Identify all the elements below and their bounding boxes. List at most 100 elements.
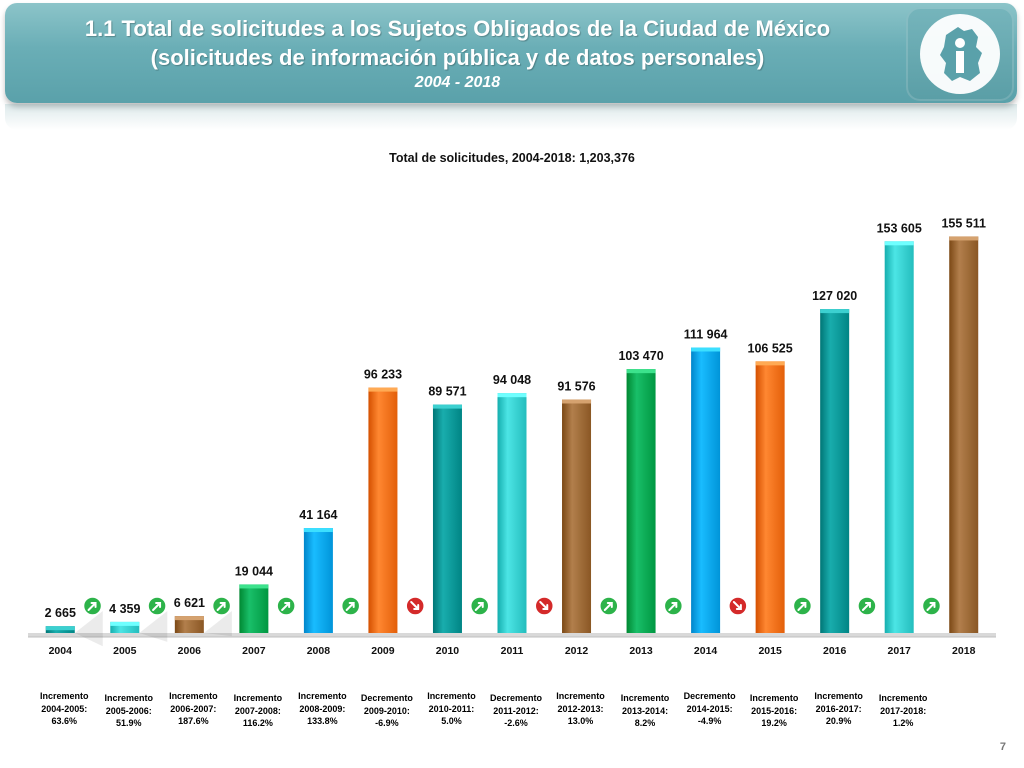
increment-note: Incremento 2004-2005: 63.6%: [29, 690, 99, 728]
increment-note-line1: Incremento: [427, 691, 476, 701]
increment-note-line1: Incremento: [620, 693, 670, 703]
x-tick-2004: 2004: [49, 645, 73, 657]
bar-top-2018: [949, 236, 979, 241]
value-label-2015: 106 525: [748, 341, 793, 355]
increment-note-line3: 8.2%: [634, 718, 656, 728]
trend-down-icon: [728, 596, 748, 616]
bar-top-2004: [45, 626, 75, 631]
increment-note-line2: 2009-2010:: [363, 705, 410, 716]
increment-note: Incremento 2013-2014: 8.2%: [610, 692, 680, 730]
trend-up-icon: [82, 596, 103, 616]
bar-2016: [820, 309, 850, 633]
increment-note-line1: Incremento: [556, 691, 605, 701]
increment-note-line1: Incremento: [814, 691, 863, 701]
increment-note: Incremento 2012-2013: 13.0%: [546, 690, 616, 728]
trend-up-icon: [663, 596, 684, 616]
trend-up-icon: [792, 596, 813, 616]
value-label-2014: 111 964: [684, 327, 728, 341]
title-years: 2004 - 2018: [414, 74, 501, 91]
increment-note-line1: Incremento: [104, 693, 154, 703]
x-tick-2014: 2014: [694, 645, 718, 657]
trend-down-icon: [534, 596, 555, 616]
value-label-2010: 89 571: [428, 385, 466, 399]
chart-title: Total de solicitudes, 2004-2018: 1,203,3…: [389, 151, 635, 165]
x-tick-2007: 2007: [242, 645, 266, 657]
increment-note-line3: 20.9%: [825, 716, 852, 726]
value-label-2011: 94 048: [493, 373, 531, 387]
increment-note-line2: 2016-2017:: [815, 703, 862, 714]
increment-note-line3: -4.9%: [697, 716, 722, 726]
increment-note-line2: 2010-2011:: [428, 703, 475, 714]
x-tick-2016: 2016: [823, 645, 847, 657]
bar-2011: [497, 393, 527, 633]
bar-top-2008: [303, 528, 333, 533]
bar-2012: [562, 399, 592, 633]
increment-note: Incremento 2010-2011: 5.0%: [416, 690, 486, 728]
increment-note-line1: Decremento: [683, 691, 736, 701]
increment-note-line1: Incremento: [878, 693, 928, 703]
increment-note-line2: 2004-2005:: [41, 703, 88, 714]
bar-top-2014: [691, 347, 721, 352]
x-tick-2013: 2013: [629, 645, 653, 657]
increment-note-line1: Incremento: [169, 691, 218, 701]
increment-note-line3: 133.8%: [307, 716, 338, 726]
bar-top-2005: [110, 621, 140, 626]
x-tick-2005: 2005: [113, 645, 137, 657]
increment-note-line3: 1.2%: [892, 718, 914, 728]
increment-note-line3: 187.6%: [178, 716, 209, 726]
bar-top-2012: [562, 399, 592, 404]
bar-shadow: [139, 611, 168, 642]
increment-note-line2: 2006-2007:: [170, 703, 217, 714]
increment-note-line3: 51.9%: [116, 718, 142, 728]
value-label-2005: 4 359: [109, 602, 140, 616]
increment-note-line2: 2011-2012:: [493, 705, 539, 716]
bar-2009: [368, 387, 398, 633]
title-line-2: (solicitudes de información pública y de…: [150, 45, 765, 70]
bar-2008: [303, 528, 333, 633]
increment-note-line2: 2017-2018:: [880, 705, 927, 716]
increment-note-line2: 2008-2009:: [299, 703, 346, 714]
trend-up-icon: [599, 596, 619, 616]
bar-2007: [239, 584, 269, 633]
x-tick-2010: 2010: [436, 645, 460, 657]
bar-2017: [884, 241, 914, 633]
increment-notes: Incremento 2004-2005: 63.6% Incremento 2005-…: [0, 688, 1024, 736]
increment-note-line2: 2013-2014:: [622, 705, 669, 716]
value-label-2009: 96 233: [364, 368, 402, 382]
increment-note: Decremento 2014-2015: -4.9%: [675, 690, 745, 728]
logo-box: [906, 7, 1014, 101]
bar-top-2016: [820, 309, 850, 314]
value-label-2007: 19 044: [235, 564, 273, 578]
x-tick-2017: 2017: [888, 645, 912, 657]
x-tick-2006: 2006: [178, 645, 202, 657]
bar-top-2017: [884, 241, 914, 246]
increment-note-line1: Incremento: [233, 693, 283, 703]
increment-note: Decremento 2011-2012: -2.6%: [481, 692, 551, 730]
increment-note-line3: -2.6%: [504, 718, 528, 728]
x-tick-2011: 2011: [501, 645, 524, 657]
increment-note-line1: Incremento: [298, 691, 347, 701]
bar-top-2009: [368, 387, 398, 392]
increment-note-line3: -6.9%: [375, 718, 399, 728]
bar-top-2013: [626, 369, 656, 374]
chart-floor: [28, 633, 996, 637]
bar-top-2011: [497, 393, 527, 398]
bar-shadow: [203, 611, 232, 637]
x-tick-2018: 2018: [952, 645, 976, 657]
increment-note-line3: 5.0%: [441, 716, 462, 726]
x-tick-2009: 2009: [371, 645, 395, 657]
value-label-2017: 153 605: [877, 221, 922, 235]
trend-up-icon: [147, 596, 167, 616]
increment-note-line3: 19.2%: [761, 718, 787, 728]
page-number: 7: [999, 741, 1006, 753]
bar-2010: [432, 404, 462, 633]
trend-up-icon: [340, 596, 361, 616]
bar-top-2007: [239, 584, 269, 589]
value-label-2008: 41 164: [299, 508, 337, 522]
trend-up-icon: [857, 596, 877, 616]
bar-2013: [626, 369, 656, 633]
title-banner: [5, 3, 1017, 103]
increment-note-line3: 63.6%: [51, 716, 78, 726]
bar-2006: [174, 616, 204, 633]
